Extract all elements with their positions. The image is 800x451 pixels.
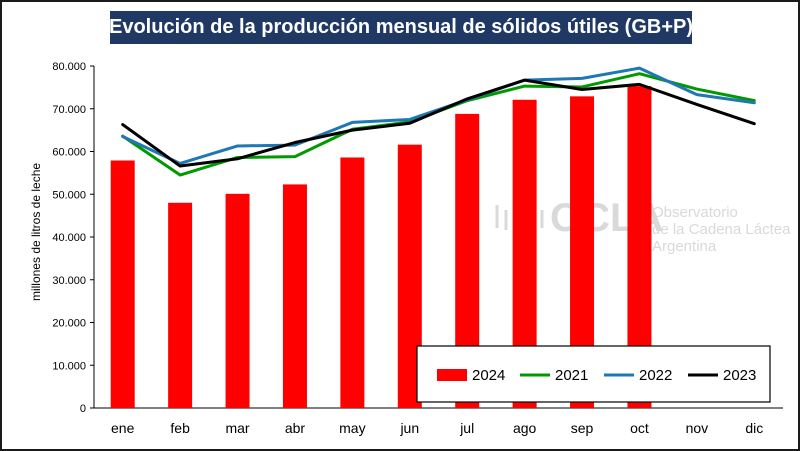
x-tick-label: ene (111, 420, 135, 436)
x-tick-label: oct (630, 420, 649, 436)
x-tick-label: may (339, 420, 365, 436)
legend-swatch-2024 (437, 369, 467, 381)
x-tick-labels: ene feb mar abr may jun jul ago sep oct nov dic (111, 420, 763, 436)
x-tick-label: jun (399, 420, 419, 436)
y-tick-label: 80.000 (52, 61, 86, 73)
bar-2024-ene (110, 160, 135, 408)
legend-label-2024: 2024 (472, 367, 505, 384)
y-tick-label: 70.000 (52, 104, 86, 116)
line-2023 (121, 78, 756, 168)
y-axis-label: millones de litros de leche (29, 163, 43, 301)
bar-2024-mar (225, 193, 250, 408)
legend-label-2022: 2022 (639, 367, 672, 384)
x-tick-label: ago (513, 420, 537, 436)
y-tick-label: 40.000 (52, 232, 86, 244)
y-tick-label: 10.000 (52, 360, 86, 372)
legend-label-2021: 2021 (555, 367, 588, 384)
x-tick-label: mar (225, 420, 249, 436)
line-2022 (121, 66, 756, 165)
x-tick-label: nov (686, 420, 709, 436)
x-tick-label: dic (745, 420, 763, 436)
y-tick-label: 30.000 (52, 275, 86, 287)
bar-2024-feb (168, 202, 193, 408)
watermark-line1: Observatorio (652, 204, 738, 221)
series-lines (121, 66, 756, 177)
bar-2024-abr (282, 184, 307, 408)
bars-2024 (110, 86, 652, 409)
chart-title: Evolución de la producción mensual de só… (109, 16, 693, 38)
y-tick-label: 50.000 (52, 189, 86, 201)
watermark-line3: Argentina (652, 238, 717, 255)
y-tick-label: 60.000 (52, 147, 86, 159)
x-tick-label: jul (459, 420, 474, 436)
y-tick-label: 20.000 (52, 318, 86, 330)
bar-2024-may (340, 157, 365, 408)
chart-title-box: Evolución de la producción mensual de só… (109, 11, 693, 44)
y-tick-label: 0 (80, 403, 86, 415)
legend-label-2023: 2023 (723, 367, 756, 384)
x-tick-label: abr (285, 420, 306, 436)
legend: 2024 2021 2022 2023 (416, 345, 771, 403)
watermark-line2: de la Cadena Láctea (652, 221, 791, 238)
x-tick-label: sep (571, 420, 594, 436)
x-tick-label: feb (170, 420, 190, 436)
y-tick-labels: 0 10.000 20.000 30.000 40.000 50.000 60.000 70.… (52, 61, 94, 415)
